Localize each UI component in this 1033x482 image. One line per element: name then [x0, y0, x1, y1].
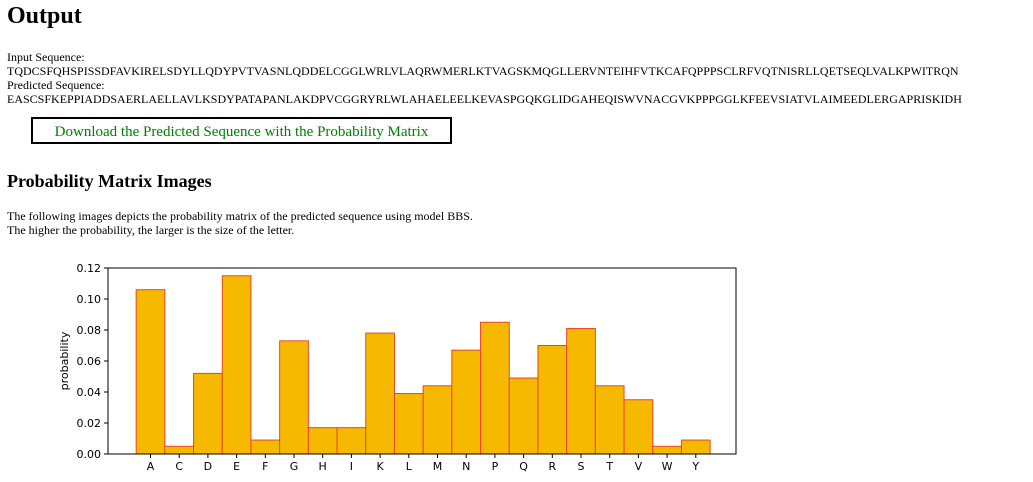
- y-tick-label: 0.10: [77, 293, 102, 306]
- x-tick-label: I: [350, 460, 353, 473]
- x-tick-label: S: [578, 460, 585, 473]
- page-title: Output: [7, 3, 82, 29]
- bar-G: [279, 340, 309, 455]
- bar-F: [250, 439, 281, 455]
- x-tick-label: A: [147, 460, 155, 473]
- x-tick-label: L: [406, 460, 413, 473]
- predicted-sequence-label: Predicted Sequence:: [7, 78, 105, 92]
- x-tick-label: D: [204, 460, 212, 473]
- bar-T: [594, 385, 625, 455]
- input-sequence-value: TQDCSFQHSPISSDFAVKIRELSDYLLQDYPVTVASNLQD…: [7, 64, 959, 78]
- x-tick-label: M: [433, 460, 443, 473]
- y-axis-label: probability: [58, 331, 71, 390]
- matrix-description: The following images depicts the probabi…: [7, 209, 473, 237]
- x-tick-label: H: [319, 460, 327, 473]
- x-tick-label: N: [462, 460, 470, 473]
- x-tick-label: E: [233, 460, 240, 473]
- description-line-1: The following images depicts the probabi…: [7, 209, 473, 223]
- x-tick-label: T: [605, 460, 613, 473]
- y-tick-label: 0.02: [77, 417, 102, 430]
- y-tick-label: 0.06: [77, 355, 102, 368]
- bar-Y: [680, 439, 711, 455]
- x-tick-label: Y: [691, 460, 699, 473]
- x-tick-label: F: [262, 460, 268, 473]
- x-tick-label: Q: [519, 460, 528, 473]
- x-tick-label: G: [290, 460, 299, 473]
- download-button[interactable]: Download the Predicted Sequence with the…: [31, 117, 452, 144]
- description-line-2: The higher the probability, the larger i…: [7, 223, 295, 237]
- bar-I: [336, 427, 367, 455]
- bar-K: [365, 332, 395, 455]
- bar-L: [393, 393, 424, 455]
- bar-H: [307, 427, 338, 455]
- bar-M: [422, 385, 453, 455]
- bar-E: [221, 275, 252, 455]
- bar-R: [537, 345, 568, 455]
- bar-N: [451, 349, 482, 455]
- y-tick-label: 0.00: [77, 448, 102, 461]
- x-tick-label: V: [635, 460, 643, 473]
- x-tick-label: R: [548, 460, 556, 473]
- bar-S: [566, 327, 596, 455]
- bar-W: [652, 445, 682, 455]
- x-tick-label: C: [175, 460, 183, 473]
- bar-A: [135, 289, 166, 455]
- y-tick-label: 0.08: [77, 324, 102, 337]
- x-tick-label: W: [662, 460, 673, 473]
- bar-V: [623, 399, 654, 455]
- bar-Q: [508, 377, 539, 455]
- y-tick-label: 0.12: [77, 262, 102, 275]
- bar-D: [193, 372, 223, 455]
- probability-matrix-heading: Probability Matrix Images: [7, 171, 212, 191]
- predicted-sequence-value: EASCSFKEPPIADDSAERLAELLAVLKSDYPATAPANLAK…: [7, 92, 962, 106]
- x-tick-label: K: [376, 460, 384, 473]
- x-tick-label: P: [492, 460, 499, 473]
- plot-frame: [107, 267, 737, 455]
- bar-C: [164, 445, 195, 455]
- probability-bar-chart: A C D E F G H I K L M N P Q R S T V W Y 0.00 0.02 0.04 0.06 0.08…: [58, 262, 737, 473]
- bar-P: [480, 321, 510, 455]
- y-tick-label: 0.04: [77, 386, 102, 399]
- sequence-block: Input Sequence: TQDCSFQHSPISSDFAVKIRELSD…: [7, 50, 1033, 106]
- input-sequence-label: Input Sequence:: [7, 50, 85, 64]
